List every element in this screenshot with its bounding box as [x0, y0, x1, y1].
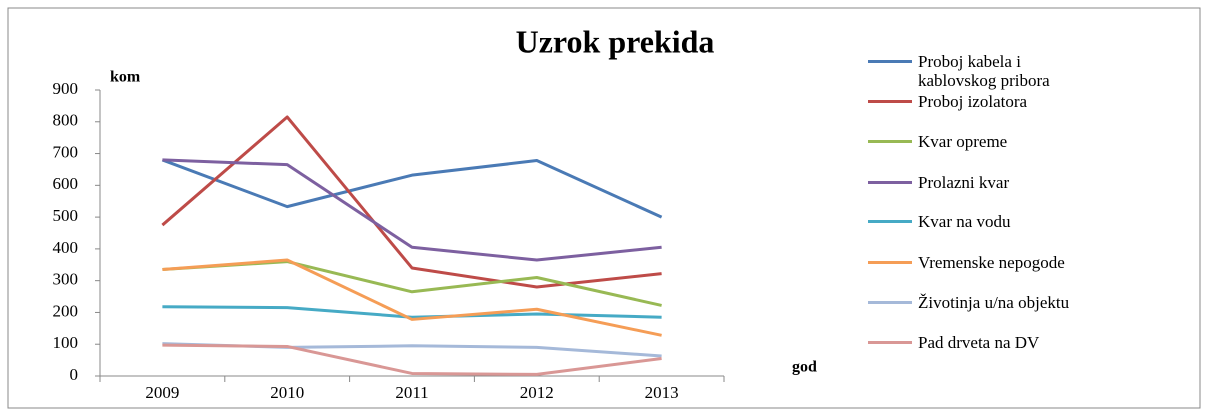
y-tick-label: 0 — [70, 365, 79, 384]
legend-label: Proboj izolatora — [918, 92, 1028, 111]
y-tick-label: 700 — [53, 142, 79, 161]
x-tick-label: 2013 — [645, 383, 679, 402]
series-line — [162, 258, 662, 337]
legend-item: Kvar opreme — [868, 132, 1098, 151]
legend-swatch — [868, 220, 912, 223]
chart-border — [7, 7, 1201, 409]
legend-item: Životinja u/na objektu — [868, 293, 1098, 312]
legend-swatch — [868, 261, 912, 264]
y-tick-label: 300 — [53, 270, 79, 289]
legend-swatch — [868, 60, 912, 63]
y-tick-label: 500 — [53, 206, 79, 225]
legend-swatch — [868, 341, 912, 344]
y-tick-label: 800 — [53, 111, 79, 130]
legend-item: Pad drveta na DV — [868, 333, 1098, 352]
legend-label: Proboj kabela i kablovskog pribora — [918, 52, 1050, 90]
chart-title: Uzrok prekida — [516, 23, 715, 59]
legend-label: Životinja u/na objektu — [918, 293, 1070, 312]
y-tick-label: 100 — [53, 333, 79, 352]
x-tick-label: 2010 — [270, 383, 304, 402]
series-line — [161, 158, 663, 219]
x-tick-label: 2012 — [520, 383, 554, 402]
legend-label: Vremenske nepogode — [918, 253, 1065, 272]
legend-item: Vremenske nepogode — [868, 253, 1098, 272]
legend-swatch — [868, 100, 912, 103]
legend-item: Proboj kabela i kablovskog pribora — [868, 52, 1098, 90]
series-line — [161, 115, 662, 289]
legend-item: Kvar na vodu — [868, 212, 1098, 231]
legend-label: Kvar na vodu — [918, 212, 1011, 231]
legend-item: Proboj izolatora — [868, 92, 1098, 111]
series-line — [162, 343, 662, 376]
x-tick-label: 2011 — [395, 383, 428, 402]
series-line — [162, 158, 662, 262]
x-axis-label: god — [792, 359, 817, 376]
x-tick-label: 2009 — [145, 383, 179, 402]
legend-swatch — [868, 140, 912, 143]
legend-swatch — [868, 181, 912, 184]
legend-item: Prolazni kvar — [868, 173, 1098, 192]
legend-label: Pad drveta na DV — [918, 333, 1040, 352]
y-tick-label: 200 — [53, 301, 79, 320]
legend-swatch — [868, 301, 912, 304]
y-axis-label: kom — [110, 69, 141, 86]
y-tick-label: 600 — [53, 174, 79, 193]
legend-label: Prolazni kvar — [918, 173, 1010, 192]
y-tick-label: 400 — [53, 238, 79, 257]
series-line — [162, 305, 662, 319]
legend-label: Kvar opreme — [918, 132, 1008, 151]
y-tick-label: 900 — [53, 79, 79, 98]
